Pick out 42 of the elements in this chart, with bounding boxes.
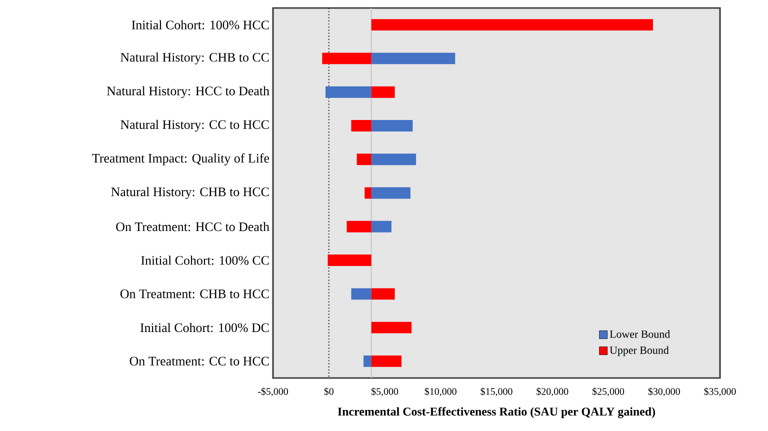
x-tick-label: $10,000 [424, 388, 456, 396]
bar [371, 154, 416, 166]
legend-label: Lower Bound [610, 330, 670, 338]
y-tick-label: Natural History: CC to HCC [120, 120, 269, 132]
x-tick-label: $30,000 [648, 388, 680, 396]
bar [371, 187, 410, 199]
bar [371, 355, 402, 367]
x-tick-label: $15,000 [480, 388, 512, 396]
bar [326, 86, 372, 98]
bar [351, 120, 372, 132]
bar [364, 355, 372, 367]
bar [371, 120, 413, 132]
y-tick-label: Initial Cohort: 100% HCC [132, 20, 269, 30]
y-tick-label: On Treatment: CHB to HCC [120, 290, 269, 298]
y-tick-label: Natural History: HCC to Death [106, 86, 270, 98]
bar [346, 220, 372, 232]
bar [371, 19, 653, 31]
x-axis-title: Incremental Cost-Effectiveness Ratio (SAU per QALY gained) [338, 407, 656, 418]
x-tick-label: $5,000 [371, 388, 398, 396]
bar [356, 154, 372, 166]
bar [328, 254, 372, 266]
y-tick-label: Natural History: CHB to HCC [111, 187, 269, 199]
bar [371, 86, 395, 98]
bar [351, 288, 372, 300]
y-tick-label: On Treatment: CC to HCC [130, 356, 269, 366]
bar [371, 288, 395, 300]
x-tick-label: $25,000 [592, 388, 624, 396]
x-tick-label: $20,000 [536, 388, 568, 396]
y-tick-label: Treatment Impact: Quality of Life [92, 153, 270, 166]
y-tick-label: On Treatment: HCC to Death [116, 222, 270, 232]
legend-label: Upper Bound [610, 346, 669, 356]
bar [322, 52, 372, 64]
bar [371, 52, 456, 64]
y-tick-label: Initial Cohort: 100% DC [140, 322, 269, 332]
bar [364, 187, 372, 199]
x-tick-label: -$5,000 [258, 388, 288, 396]
y-tick-label: Natural History: CHB to CC [120, 52, 269, 64]
bar [371, 322, 412, 334]
bar [371, 220, 392, 232]
x-tick-label: $0 [324, 388, 334, 396]
x-tick-label: $35,000 [704, 388, 736, 396]
y-tick-label: Initial Cohort: 100% CC [141, 256, 269, 265]
